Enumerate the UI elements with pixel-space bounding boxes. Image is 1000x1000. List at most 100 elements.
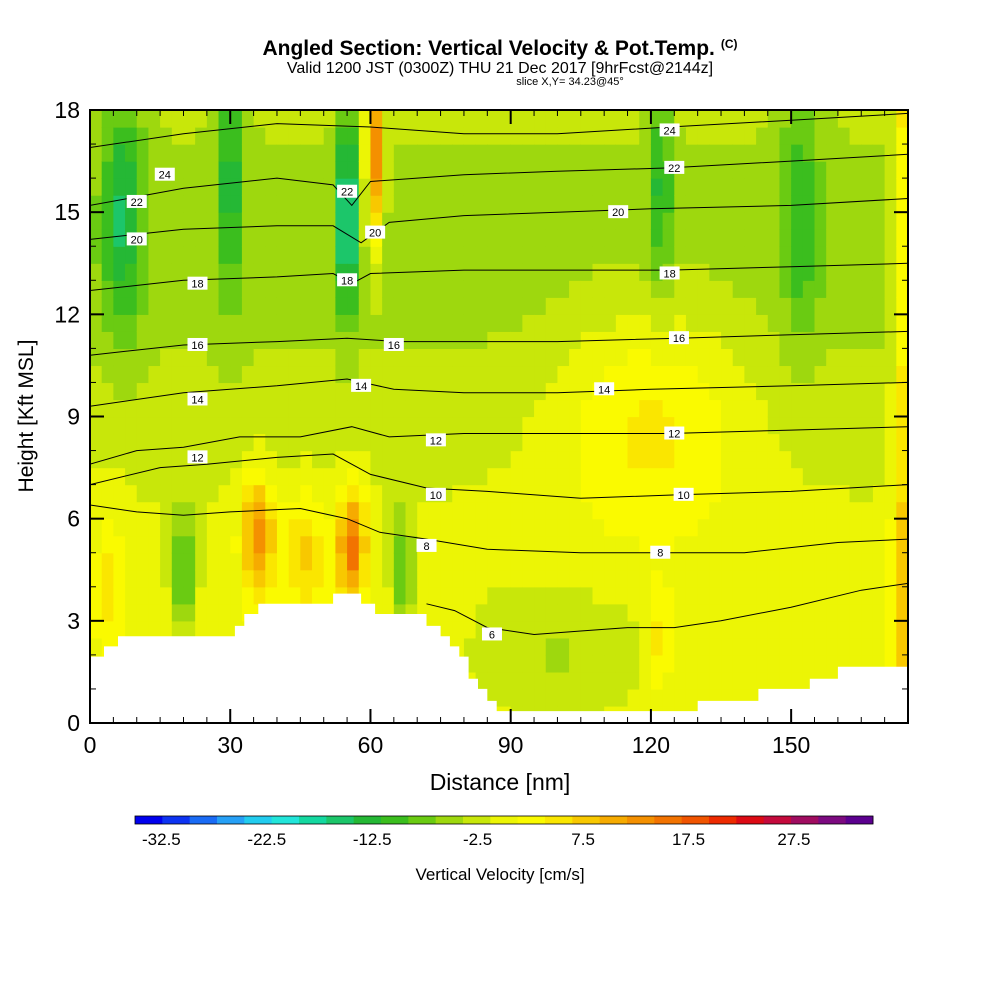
velocity-cell [323, 110, 336, 128]
velocity-cell [685, 297, 699, 315]
velocity-cell [721, 569, 734, 588]
velocity-cell [101, 501, 114, 520]
velocity-cell [580, 416, 594, 435]
velocity-cell [545, 637, 559, 656]
velocity-cell [312, 569, 325, 588]
velocity-cell [662, 314, 675, 332]
velocity-cell [849, 450, 862, 469]
velocity-cell [569, 314, 582, 332]
velocity-cell [195, 246, 208, 264]
velocity-cell [791, 535, 804, 554]
velocity-cell [884, 195, 897, 213]
velocity-cell [580, 535, 594, 554]
velocity-cell [206, 569, 220, 588]
velocity-cell [382, 518, 395, 537]
velocity-cell [335, 501, 348, 520]
velocity-cell [125, 110, 138, 128]
velocity-cell [335, 535, 348, 554]
velocity-cell [627, 382, 640, 401]
velocity-cell [802, 399, 816, 418]
velocity-cell [510, 501, 523, 520]
velocity-cell [206, 263, 220, 281]
velocity-cell [545, 416, 559, 435]
velocity-cell [639, 331, 652, 349]
velocity-cell [499, 331, 512, 349]
velocity-cell [627, 365, 640, 384]
velocity-cell [732, 535, 745, 554]
colorbar-swatch [736, 816, 765, 824]
velocity-cell [125, 399, 138, 418]
velocity-cell [592, 467, 605, 486]
velocity-cell [861, 637, 874, 656]
velocity-cell [241, 314, 255, 332]
velocity-cell [417, 212, 430, 230]
velocity-cell [463, 246, 477, 264]
velocity-cell [347, 297, 360, 315]
velocity-cell [171, 178, 185, 196]
velocity-cell [475, 195, 488, 213]
velocity-cell [393, 280, 407, 298]
velocity-cell [370, 535, 383, 554]
velocity-cell [627, 161, 640, 179]
velocity-cell [534, 484, 547, 503]
velocity-cell [475, 569, 488, 588]
contour-label: 20 [369, 228, 381, 240]
velocity-cell [627, 178, 640, 196]
velocity-cell [323, 382, 336, 401]
velocity-cell [440, 297, 453, 315]
velocity-cell [499, 246, 512, 264]
velocity-cell [382, 195, 395, 213]
velocity-cell [872, 637, 886, 656]
velocity-cell [639, 110, 652, 128]
velocity-cell [580, 501, 594, 520]
velocity-cell [545, 535, 559, 554]
velocity-cell [171, 144, 185, 162]
velocity-cell [639, 586, 652, 605]
velocity-cell [557, 348, 570, 367]
velocity-cell [171, 212, 185, 230]
velocity-cell [604, 484, 617, 503]
velocity-cell [452, 586, 465, 605]
velocity-cell [312, 365, 325, 384]
velocity-cell [767, 518, 781, 537]
velocity-cell [884, 484, 897, 503]
velocity-cell [90, 484, 103, 503]
velocity-cell [510, 399, 523, 418]
velocity-cell [709, 144, 722, 162]
velocity-cell [709, 450, 722, 469]
velocity-cell [592, 450, 605, 469]
velocity-cell [405, 195, 418, 213]
velocity-cell [872, 467, 886, 486]
velocity-cell [849, 433, 862, 452]
velocity-cell [148, 603, 161, 622]
velocity-cell [253, 178, 266, 196]
velocity-cell [125, 518, 138, 537]
velocity-cell [650, 637, 664, 656]
velocity-cell [709, 314, 722, 332]
velocity-cell [253, 229, 266, 247]
velocity-cell [487, 501, 500, 520]
velocity-cell [90, 586, 103, 605]
velocity-cell [615, 450, 629, 469]
velocity-cell [475, 161, 488, 179]
velocity-cell [347, 212, 360, 230]
velocity-cell [428, 331, 442, 349]
velocity-cell [499, 365, 512, 384]
velocity-cell [721, 433, 734, 452]
velocity-cell [300, 246, 313, 264]
velocity-cell [522, 348, 535, 367]
velocity-cell [136, 433, 150, 452]
velocity-cell [709, 365, 722, 384]
velocity-cell [335, 246, 348, 264]
velocity-cell [650, 161, 664, 179]
velocity-cell [604, 637, 617, 656]
velocity-cell [113, 144, 126, 162]
velocity-cell [218, 280, 231, 298]
velocity-cell [534, 450, 547, 469]
velocity-cell [417, 450, 430, 469]
velocity-cell [417, 178, 430, 196]
velocity-cell [335, 484, 348, 503]
velocity-cell [650, 331, 664, 349]
velocity-cell [113, 195, 126, 213]
velocity-cell [463, 280, 477, 298]
